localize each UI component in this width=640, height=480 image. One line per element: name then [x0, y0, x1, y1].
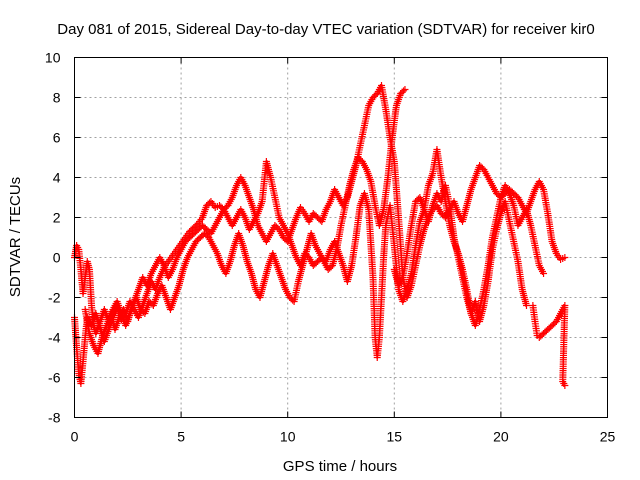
series-D	[390, 182, 530, 325]
data-point	[400, 87, 408, 95]
x-tick-labels: 0 5 10 15 20 25	[71, 429, 616, 445]
series-E	[529, 302, 569, 389]
plot-frame	[74, 57, 608, 418]
grid	[74, 57, 608, 418]
x-tick-label: 15	[387, 429, 403, 445]
x-tick-label: 5	[177, 429, 185, 445]
y-tick-label: 4	[53, 170, 61, 186]
x-tick-label: 0	[71, 429, 79, 445]
y-tick-label: -8	[48, 410, 61, 426]
x-tick-label: 25	[600, 429, 616, 445]
data-point	[561, 382, 569, 389]
y-tick-label: 2	[53, 210, 61, 226]
y-tick-label: 0	[53, 250, 61, 266]
x-axis-title: GPS time / hours	[283, 458, 397, 475]
data-point	[540, 270, 548, 277]
data-point	[561, 254, 569, 261]
data-points	[71, 82, 569, 389]
y-tick-labels: -8 -6 -4 -2 0 2 4 6 8 10	[45, 50, 61, 426]
data-point	[522, 302, 530, 309]
data-point	[401, 86, 409, 93]
x-tick-label: 10	[280, 429, 296, 445]
y-tick-label: 6	[53, 130, 61, 146]
tick-marks	[74, 57, 608, 418]
y-tick-label: -4	[48, 330, 61, 346]
y-tick-label: 10	[45, 50, 61, 66]
chart-title: Day 081 of 2015, Sidereal Day-to-day VTE…	[57, 21, 594, 38]
y-tick-label: 8	[53, 90, 61, 106]
x-tick-label: 20	[493, 429, 509, 445]
y-axis-title: SDTVAR / TECUs	[7, 177, 24, 297]
y-tick-label: -2	[48, 290, 61, 306]
y-tick-label: -6	[48, 370, 61, 386]
